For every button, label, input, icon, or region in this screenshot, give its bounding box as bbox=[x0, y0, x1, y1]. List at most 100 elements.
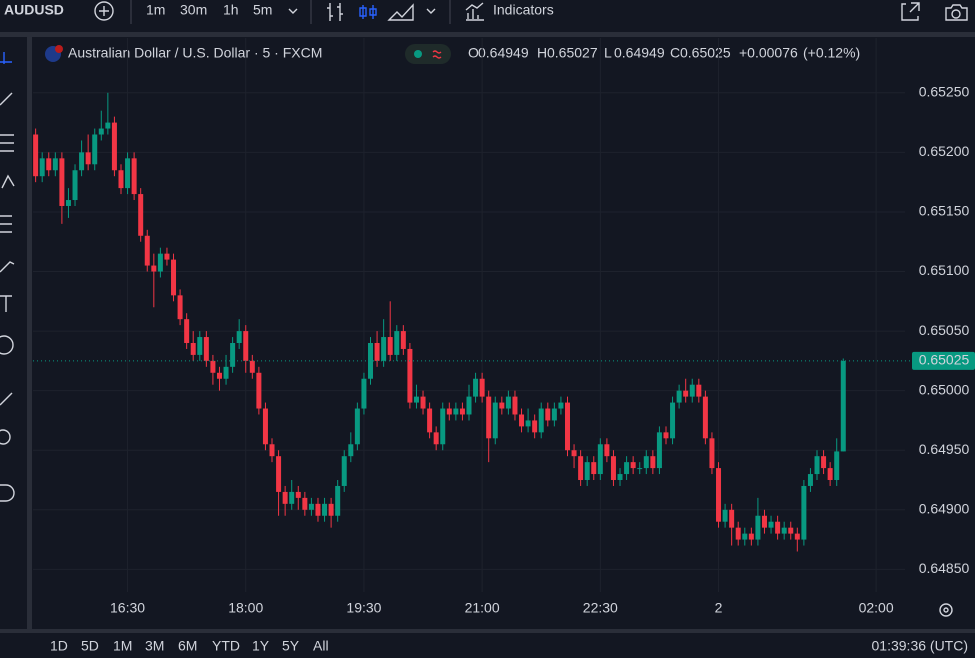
candle-body bbox=[840, 360, 846, 452]
interval-button[interactable]: 30m bbox=[180, 2, 207, 18]
fullscreen-icon[interactable] bbox=[901, 2, 920, 21]
x-tick-label: 16:30 bbox=[110, 600, 145, 616]
candle-body bbox=[466, 396, 472, 415]
candle-body bbox=[413, 396, 419, 403]
x-tick-label: 19:30 bbox=[346, 600, 381, 616]
trendline-tool[interactable] bbox=[0, 92, 13, 106]
candle-body bbox=[597, 444, 603, 475]
change: +0.00076 bbox=[739, 45, 798, 61]
interval-button[interactable]: 1h bbox=[223, 2, 239, 18]
candles-icon[interactable] bbox=[359, 5, 377, 19]
candle-body bbox=[683, 390, 689, 397]
candle-body bbox=[479, 378, 485, 397]
settings-button[interactable] bbox=[939, 603, 953, 617]
candle-body bbox=[617, 474, 623, 481]
candle-body bbox=[361, 378, 367, 409]
candle-body bbox=[624, 462, 630, 475]
x-tick-label: 22:30 bbox=[583, 600, 618, 616]
candle-body bbox=[256, 372, 262, 409]
range-button[interactable]: 6M bbox=[178, 638, 197, 654]
area-icon[interactable] bbox=[387, 3, 414, 21]
candle-body bbox=[157, 253, 163, 272]
candle-body bbox=[473, 378, 479, 397]
magnet-tool[interactable] bbox=[0, 484, 15, 502]
range-button[interactable]: 1Y bbox=[252, 638, 270, 654]
candle-body bbox=[65, 200, 71, 206]
candle-body bbox=[446, 408, 452, 415]
candle-body bbox=[775, 521, 781, 534]
range-button[interactable]: 5Y bbox=[282, 638, 300, 654]
candle-body bbox=[289, 491, 295, 504]
range-button[interactable]: 5D bbox=[81, 638, 99, 654]
projection-tool[interactable] bbox=[0, 215, 12, 233]
chevron[interactable] bbox=[288, 8, 298, 14]
candle-body bbox=[374, 342, 380, 361]
candle-body bbox=[578, 456, 584, 481]
add-symbol-button[interactable] bbox=[94, 1, 114, 21]
candle-body bbox=[499, 402, 505, 409]
chevron[interactable] bbox=[426, 8, 436, 14]
candle-body bbox=[663, 432, 669, 439]
candle-body bbox=[696, 384, 702, 397]
candle-body bbox=[52, 158, 58, 171]
gear-inner bbox=[943, 607, 949, 613]
last-price-box bbox=[912, 351, 975, 370]
candle-body bbox=[781, 527, 787, 534]
candle-body bbox=[821, 456, 827, 469]
interval-button[interactable]: 1m bbox=[146, 2, 165, 18]
candle-body bbox=[295, 491, 301, 498]
range-button[interactable]: YTD bbox=[212, 638, 240, 654]
candle-body bbox=[308, 503, 314, 510]
top-toolbar: AUDUSD 1m 30m 1h 5m Indicators bbox=[4, 0, 968, 24]
pattern-tool[interactable] bbox=[1, 174, 15, 189]
candle-body bbox=[46, 158, 52, 171]
candle-body bbox=[538, 408, 544, 433]
left-separator bbox=[27, 37, 32, 631]
candle-body bbox=[328, 503, 334, 516]
range-button[interactable]: 3M bbox=[145, 638, 164, 654]
delay-icon bbox=[432, 50, 442, 59]
candle-body bbox=[72, 170, 78, 201]
intervals: 1m 30m 1h 5m bbox=[146, 2, 272, 18]
range-button[interactable]: All bbox=[313, 638, 329, 654]
candle-body bbox=[230, 342, 236, 367]
fib-tool[interactable] bbox=[0, 134, 14, 152]
candle-body bbox=[512, 396, 518, 415]
candle-body bbox=[519, 414, 525, 427]
emoji-tool[interactable] bbox=[0, 335, 14, 355]
candle-body bbox=[98, 128, 104, 135]
candle-body bbox=[111, 122, 117, 171]
candle-body bbox=[788, 527, 794, 534]
footer: 1D 5D 1M 3M 6M YTD 1Y 5Y All 01:39:36 (UTC) bbox=[50, 638, 968, 654]
candle-body bbox=[184, 319, 190, 343]
cursor-tool[interactable] bbox=[0, 52, 12, 64]
ohlc-value: 0.65027 bbox=[547, 45, 598, 61]
indicators-icon[interactable] bbox=[465, 2, 484, 21]
candle-body bbox=[125, 158, 131, 189]
candle-body bbox=[689, 384, 695, 397]
camera-icon[interactable] bbox=[945, 4, 968, 21]
status-pill[interactable] bbox=[405, 44, 451, 64]
candle-body bbox=[92, 134, 98, 165]
y-tick-label: 0.65000 bbox=[919, 381, 970, 397]
indicators-button[interactable]: Indicators bbox=[493, 2, 554, 18]
candle-body bbox=[223, 366, 229, 379]
candle-body bbox=[716, 468, 722, 522]
candle-body bbox=[532, 420, 538, 433]
ruler-tool[interactable] bbox=[0, 392, 13, 406]
candle-body bbox=[545, 408, 551, 421]
interval-button[interactable]: 5m bbox=[253, 2, 272, 18]
symbol[interactable]: AUDUSD bbox=[4, 2, 64, 18]
candle-body bbox=[702, 396, 708, 439]
text-tool[interactable] bbox=[0, 295, 12, 312]
candle-body bbox=[190, 342, 196, 355]
zoom-tool[interactable] bbox=[0, 429, 11, 445]
bars-icon[interactable] bbox=[327, 3, 343, 21]
y-tick-label: 0.65100 bbox=[919, 262, 970, 278]
y-tick-label: 0.65050 bbox=[919, 322, 970, 338]
brush-tool[interactable] bbox=[0, 261, 15, 273]
candle-body bbox=[801, 485, 807, 540]
range-button[interactable]: 1M bbox=[113, 638, 132, 654]
candle-body bbox=[171, 259, 177, 296]
range-button[interactable]: 1D bbox=[50, 638, 68, 654]
